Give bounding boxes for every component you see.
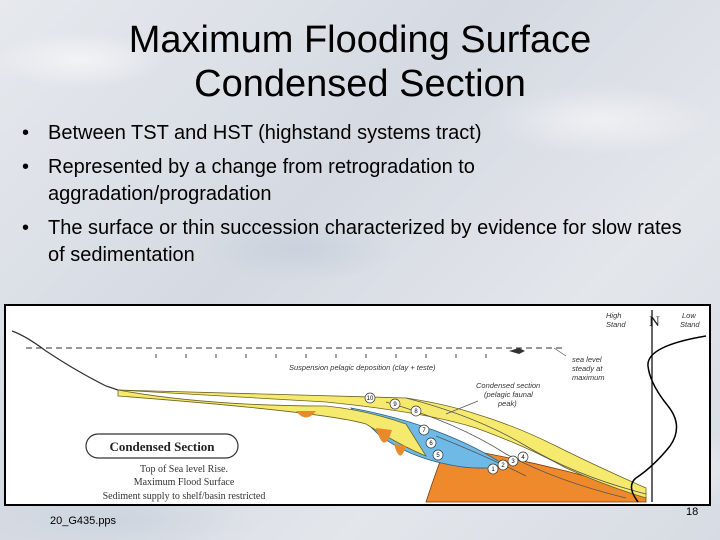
layer-number: 9 <box>393 402 397 408</box>
layer-number: 4 <box>521 455 525 461</box>
layer-number: 1 <box>491 467 495 473</box>
layer-number: 10 <box>367 396 374 402</box>
bullet-item: • Between TST and HST (highstand systems… <box>22 120 682 147</box>
highstand-shelf <box>117 389 647 499</box>
bullet-text: The surface or thin succession character… <box>48 217 682 266</box>
layer-marker <box>507 455 519 467</box>
condensed-pointer <box>445 400 479 415</box>
sea-level-label-line-3: maximum <box>572 373 605 382</box>
layer-marker <box>410 405 422 417</box>
caption-line-2: Maximum Flood Surface <box>134 477 235 488</box>
title-line-2: Condensed Section <box>194 63 526 105</box>
slide-title: Maximum Flooding Surface Condensed Secti… <box>0 18 720 106</box>
bullet-marker: • <box>22 122 30 144</box>
condensed-section-box-label: Condensed Section <box>109 439 215 454</box>
layer-number: 7 <box>422 428 426 434</box>
footer-filename: 20_G435.pps <box>50 515 117 527</box>
caption-line-3: Sediment supply to shelf/basin restricte… <box>103 491 266 502</box>
condensed-note-line-3: peak) <box>497 399 517 408</box>
layer-marker <box>364 392 376 404</box>
shelf-sediment <box>117 389 427 457</box>
channel-fill <box>296 411 316 418</box>
layer-marker <box>517 451 529 463</box>
sequence-diagram: 1 2 3 4 5 6 7 8 9 10 Suspension pelagic … <box>11 310 707 503</box>
low-stand-label-line-1: Low <box>682 311 696 320</box>
sea-level-label-line-1: sea level <box>572 355 602 364</box>
layer-markers: 1 2 3 4 5 6 7 8 9 10 <box>364 392 529 475</box>
low-stand-label-line-2: Stand <box>680 320 700 329</box>
caption-line-1: Top of Sea level Rise. <box>140 464 228 475</box>
sea-level-label-line-2: steady at <box>572 364 603 373</box>
bullet-item: • The surface or thin succession charact… <box>22 215 682 269</box>
pelagic-rain-marks <box>155 354 487 358</box>
bullet-text: Between TST and HST (highstand systems t… <box>48 122 482 144</box>
clinoform-lines <box>385 397 647 499</box>
fish-icon <box>509 348 525 354</box>
high-stand-label-line-1: High <box>606 311 621 320</box>
page-number: 18 <box>686 506 699 518</box>
channel-fill <box>394 444 406 456</box>
layer-number: 8 <box>414 409 418 415</box>
bullet-marker: • <box>22 217 30 239</box>
bullet-text: Represented by a change from retrogradat… <box>48 156 475 205</box>
layer-number: 5 <box>436 453 440 459</box>
title-line-1: Maximum Flooding Surface <box>128 19 592 61</box>
high-stand-label-line-2: Stand <box>606 320 626 329</box>
layer-marker <box>389 398 401 410</box>
condensed-note-line-2: (pelagic faunal <box>484 390 533 399</box>
condensed-note-line-1: Condensed section <box>476 381 540 390</box>
layer-number: 6 <box>429 441 433 447</box>
layer-number: 3 <box>511 459 515 465</box>
layer-marker <box>425 437 437 449</box>
bullet-list: • Between TST and HST (highstand systems… <box>22 120 682 276</box>
coastline <box>11 330 119 391</box>
layer-number: 2 <box>501 463 505 469</box>
sea-level-curve <box>630 335 707 503</box>
n-label: N <box>649 314 660 330</box>
layer-marker <box>497 459 509 471</box>
bullet-item: • Represented by a change from retrograd… <box>22 154 682 208</box>
condensed-section-box <box>85 433 239 459</box>
layer-marker <box>432 449 444 461</box>
sea-level-pointer <box>553 347 567 357</box>
layer-marker <box>487 463 499 475</box>
bullet-marker: • <box>22 156 30 178</box>
sequence-diagram-figure: 1 2 3 4 5 6 7 8 9 10 Suspension pelagic … <box>4 304 711 506</box>
channel-fill <box>376 428 392 443</box>
layer-marker <box>418 424 430 436</box>
suspension-label: Suspension pelagic deposition (clay + te… <box>289 363 436 372</box>
